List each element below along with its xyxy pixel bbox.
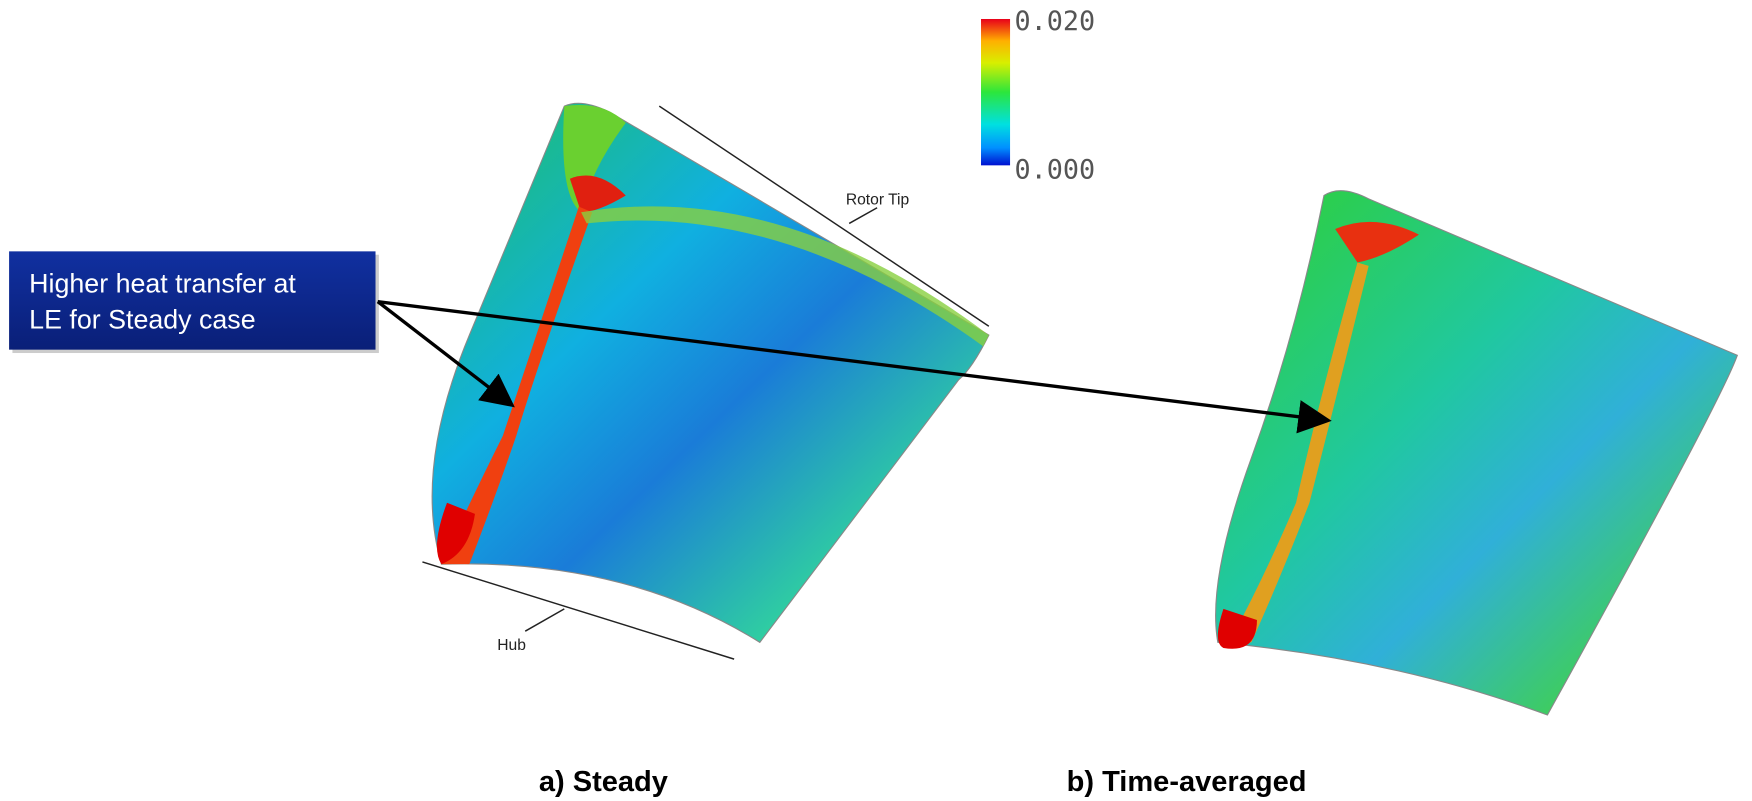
callout-box <box>9 251 375 349</box>
callout-line: Higher heat transfer at <box>29 269 296 299</box>
blade-steady <box>432 103 989 642</box>
figure: 0.020 0.000 Rotor Tip Hub Higher heat tr… <box>0 0 1752 801</box>
colorbar <box>981 19 1010 165</box>
colorbar-min: 0.000 <box>1015 155 1096 186</box>
caption: b) Time-averaged <box>1067 766 1307 798</box>
callout-line: LE for Steady case <box>29 304 255 334</box>
caption: a) Steady <box>539 766 668 798</box>
rotor-tip-leader <box>849 208 877 224</box>
blade-time-averaged <box>1216 191 1738 715</box>
hub-label: Hub <box>497 637 526 654</box>
colorbar-max: 0.020 <box>1015 6 1096 37</box>
hub-leader <box>525 609 564 631</box>
rotor-tip-label: Rotor Tip <box>846 191 910 208</box>
page: {"colorbar":{"max_label":"0.020","min_la… <box>0 0 1752 801</box>
